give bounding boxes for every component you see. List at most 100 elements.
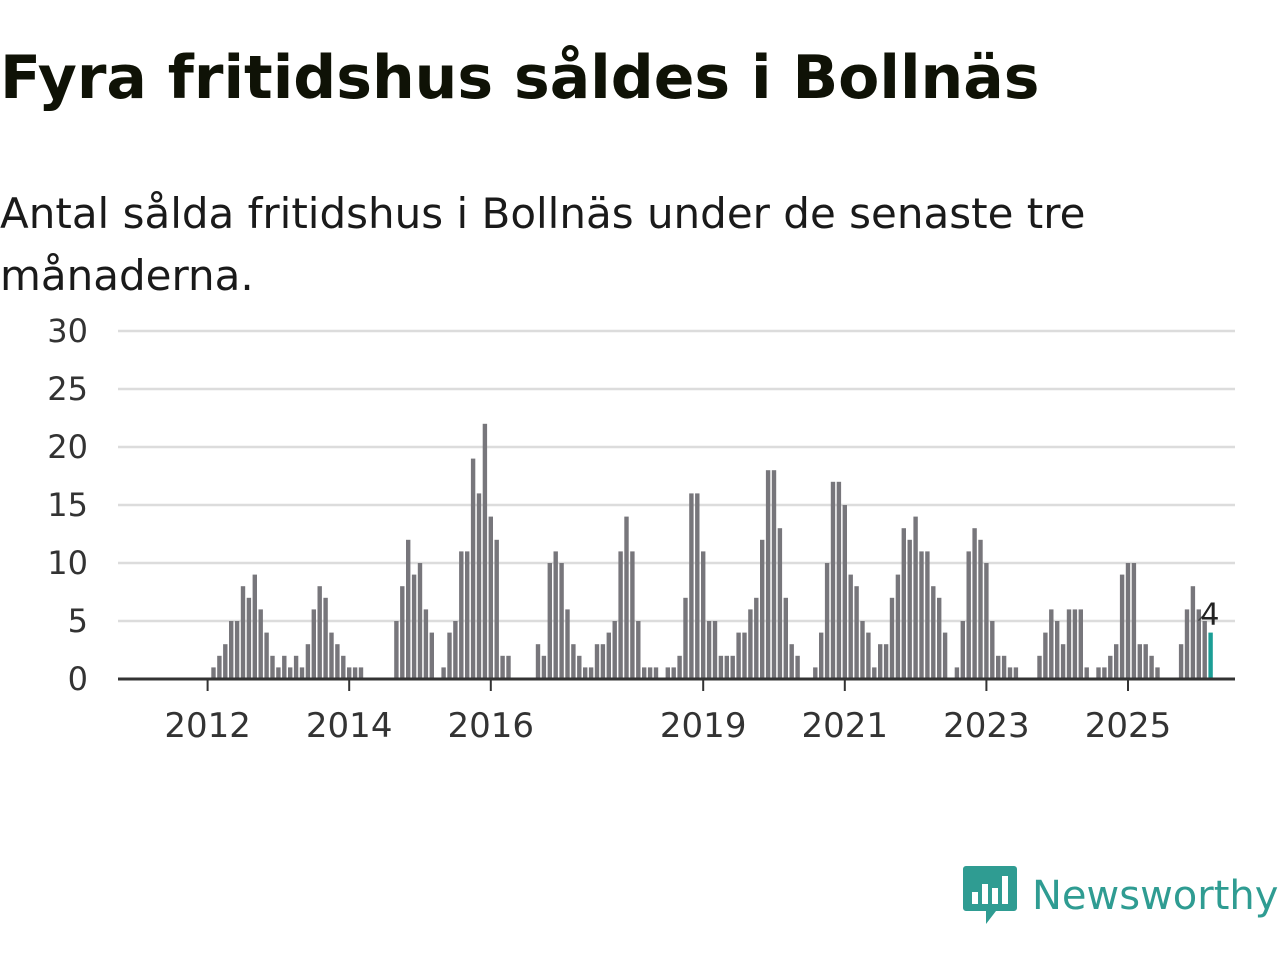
bar bbox=[400, 586, 405, 679]
bar bbox=[895, 574, 901, 679]
bar bbox=[1184, 609, 1190, 679]
bar bbox=[311, 609, 316, 679]
bar bbox=[742, 632, 747, 679]
bar bbox=[288, 667, 293, 679]
bar bbox=[925, 551, 930, 679]
bar bbox=[1196, 609, 1201, 679]
bar bbox=[211, 667, 216, 679]
bar bbox=[1178, 644, 1184, 679]
bar bbox=[813, 667, 818, 679]
bar bbox=[559, 563, 564, 679]
bar bbox=[1143, 644, 1148, 679]
chart-subtitle: Antal sålda fritidshus i Bollnäs under d… bbox=[0, 189, 1086, 300]
bar bbox=[647, 667, 653, 679]
bar bbox=[577, 655, 582, 679]
bar bbox=[736, 632, 741, 679]
bar bbox=[282, 655, 287, 679]
bar bbox=[978, 539, 983, 679]
bar bbox=[765, 470, 771, 679]
bar bbox=[913, 516, 918, 679]
annotation-tick bbox=[1197, 616, 1203, 622]
bar bbox=[1043, 632, 1048, 679]
bar bbox=[1096, 667, 1101, 679]
bar bbox=[411, 574, 417, 679]
bar bbox=[341, 655, 346, 679]
bar bbox=[653, 667, 659, 679]
bar bbox=[872, 667, 877, 679]
bar bbox=[606, 632, 611, 679]
bar bbox=[565, 609, 570, 679]
bar bbox=[1084, 667, 1089, 679]
bar bbox=[541, 655, 547, 679]
bar bbox=[441, 667, 446, 679]
bar bbox=[299, 667, 305, 679]
bar bbox=[1060, 644, 1066, 679]
bar bbox=[972, 528, 977, 679]
bar bbox=[423, 609, 429, 679]
bar bbox=[1049, 609, 1054, 679]
y-axis-ticks: 0 5 10 15 20 25 30 bbox=[47, 312, 88, 698]
bar bbox=[718, 655, 724, 679]
bar bbox=[712, 621, 718, 679]
bar bbox=[931, 586, 936, 679]
bar bbox=[276, 667, 281, 679]
bar bbox=[352, 667, 358, 679]
bar bbox=[429, 632, 434, 679]
bar bbox=[854, 586, 859, 679]
bar bbox=[1072, 609, 1078, 679]
bar bbox=[583, 667, 588, 679]
bar bbox=[406, 539, 411, 679]
bar bbox=[1114, 644, 1119, 679]
bar bbox=[966, 551, 971, 679]
bar bbox=[217, 655, 222, 679]
bar bbox=[919, 551, 924, 679]
bar bbox=[329, 632, 334, 679]
bar bbox=[990, 621, 995, 679]
y-tick-label: 0 bbox=[68, 660, 88, 698]
bar bbox=[671, 667, 676, 679]
bar bbox=[394, 621, 399, 679]
bar bbox=[842, 505, 847, 679]
bar bbox=[594, 644, 600, 679]
bar bbox=[783, 597, 788, 679]
bar bbox=[506, 655, 511, 679]
bar bbox=[223, 644, 228, 679]
bar bbox=[470, 458, 476, 679]
x-tick-label: 2012 bbox=[164, 706, 251, 746]
bar bbox=[760, 539, 765, 679]
bar bbox=[630, 551, 635, 679]
bar bbox=[960, 621, 965, 679]
bar bbox=[553, 551, 558, 679]
bar bbox=[1190, 586, 1196, 679]
bar bbox=[1001, 655, 1007, 679]
bar bbox=[417, 563, 423, 679]
bar bbox=[1102, 667, 1107, 679]
bar bbox=[488, 516, 493, 679]
last-value-annotation: 4 bbox=[1197, 598, 1219, 633]
bar bbox=[954, 667, 960, 679]
bar bbox=[706, 621, 712, 679]
bar bbox=[459, 551, 464, 679]
y-tick-label: 10 bbox=[47, 544, 88, 582]
bar bbox=[889, 597, 895, 679]
bar bbox=[683, 597, 688, 679]
bar bbox=[1013, 667, 1019, 679]
bar bbox=[347, 667, 352, 679]
bars bbox=[211, 423, 1213, 679]
bar bbox=[535, 644, 541, 679]
x-axis-ticks: 2012 2014 2016 2019 2021 2023 2025 bbox=[164, 679, 1171, 746]
y-tick-label: 20 bbox=[47, 428, 88, 466]
bar bbox=[465, 551, 470, 679]
bar bbox=[984, 563, 989, 679]
x-tick-label: 2021 bbox=[802, 706, 889, 746]
bar bbox=[476, 493, 482, 679]
bar bbox=[819, 632, 824, 679]
x-tick-label: 2019 bbox=[660, 706, 747, 746]
bar bbox=[1055, 621, 1060, 679]
y-tick-label: 15 bbox=[47, 486, 88, 524]
bar bbox=[1078, 609, 1083, 679]
bar bbox=[695, 493, 700, 679]
bar bbox=[771, 470, 777, 679]
bar bbox=[677, 655, 682, 679]
